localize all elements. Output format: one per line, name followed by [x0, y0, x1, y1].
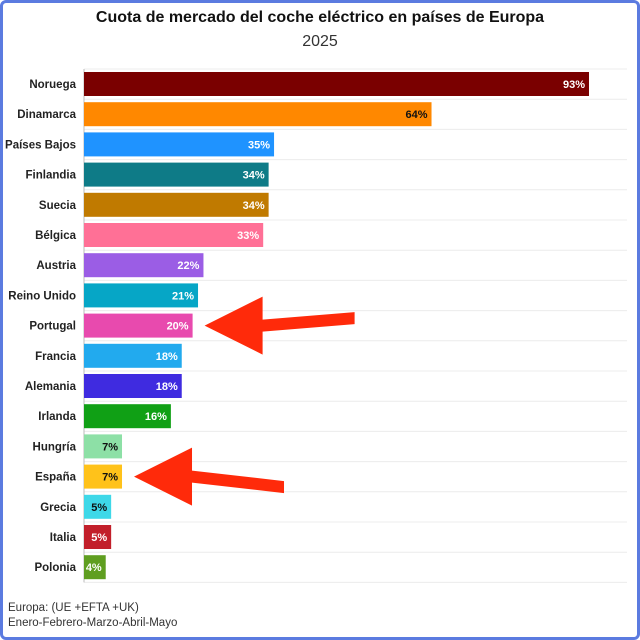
bar — [84, 464, 123, 489]
bar — [84, 72, 589, 96]
category-label: Italia — [50, 532, 77, 544]
category-label: Hungría — [33, 441, 77, 453]
category-label: Irlanda — [38, 411, 76, 423]
bar — [84, 494, 112, 519]
data-label: 34% — [243, 170, 265, 182]
bar — [84, 162, 269, 187]
data-label: 18% — [156, 351, 178, 363]
data-label: 7% — [102, 441, 118, 453]
category-label: Países Bajos — [5, 139, 76, 151]
category-label: Finlandia — [26, 170, 77, 182]
category-label: Grecia — [40, 502, 76, 514]
data-label: 5% — [91, 532, 107, 544]
bar — [84, 223, 264, 247]
bar — [84, 343, 182, 368]
bar — [84, 555, 106, 580]
data-label: 22% — [177, 260, 199, 272]
bar — [84, 253, 204, 278]
bar — [84, 283, 199, 308]
data-label: 93% — [563, 79, 585, 91]
bar — [84, 132, 275, 157]
chart-subtitle: 2025 — [302, 33, 338, 50]
category-label: Francia — [35, 351, 77, 363]
data-label: 34% — [243, 200, 265, 212]
category-label: Dinamarca — [17, 109, 76, 121]
footnote-period: Enero-Febrero-Marzo-Abril-Mayo — [8, 617, 178, 629]
data-label: 33% — [237, 230, 259, 242]
data-label: 21% — [172, 290, 194, 302]
category-label: España — [35, 472, 77, 484]
chart-title: Cuota de mercado del coche eléctrico en … — [95, 9, 545, 26]
category-label: Portugal — [29, 321, 76, 333]
arrow-shape — [204, 296, 355, 355]
category-label: Alemania — [25, 381, 77, 393]
data-label: 5% — [91, 502, 107, 514]
category-label: Polonia — [34, 562, 76, 574]
bar — [84, 313, 193, 338]
bar — [84, 434, 123, 459]
footnote-region: Europa: (UE +EFTA +UK) — [8, 602, 139, 614]
category-label: Suecia — [39, 200, 77, 212]
data-label: 64% — [405, 109, 427, 121]
data-label: 20% — [167, 321, 189, 333]
category-label: Reino Unido — [8, 290, 76, 302]
highlight-arrow — [134, 447, 285, 506]
bar — [84, 525, 112, 549]
bar — [84, 404, 171, 429]
data-label: 18% — [156, 381, 178, 393]
data-label: 4% — [86, 562, 102, 574]
category-label: Bélgica — [35, 230, 77, 242]
highlight-arrow — [204, 296, 355, 355]
data-label: 7% — [102, 472, 118, 484]
arrow-shape — [134, 447, 285, 506]
bar — [84, 192, 269, 217]
category-label: Austria — [36, 260, 76, 272]
bar — [84, 102, 432, 127]
data-label: 16% — [145, 411, 167, 423]
category-label: Noruega — [29, 79, 76, 91]
bar — [84, 374, 182, 398]
data-label: 35% — [248, 139, 270, 151]
